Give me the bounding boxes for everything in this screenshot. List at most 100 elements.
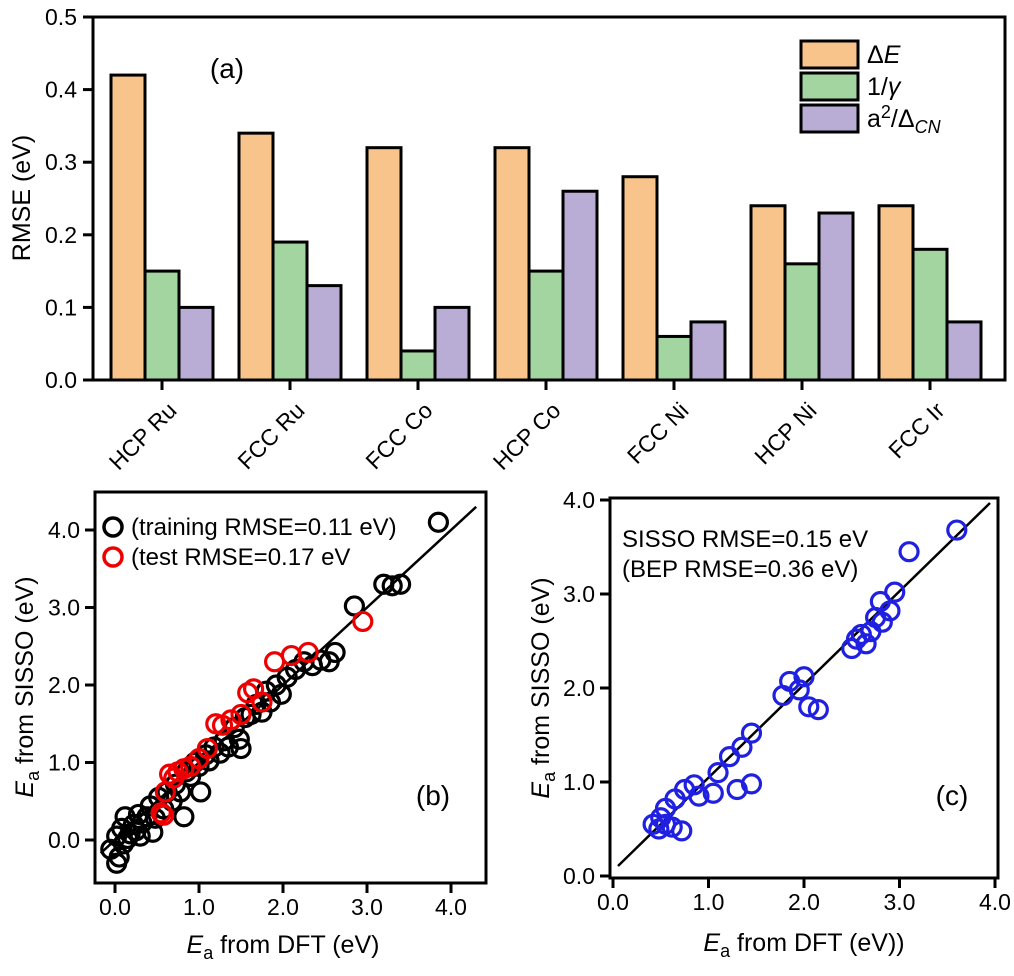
legend-label: a2/ΔCN bbox=[867, 102, 942, 137]
x-category-label: FCC Co bbox=[360, 397, 437, 474]
x-category-label: HCP Ru bbox=[104, 397, 182, 475]
bar-fcc-ru-s2 bbox=[305, 284, 343, 382]
x-tick-label: 1.0 bbox=[693, 889, 725, 915]
bar-fcc-ru-s0 bbox=[237, 131, 275, 382]
bar-fcc-ni-s1 bbox=[655, 334, 693, 382]
bar-hcp-ru-s0 bbox=[109, 73, 147, 382]
scatter-point bbox=[129, 825, 151, 847]
bar-hcp-ru-s1 bbox=[143, 269, 181, 382]
scatter-point bbox=[190, 781, 212, 803]
bar-fcc-ni-s2 bbox=[689, 320, 727, 382]
bar-hcp-co-s0 bbox=[493, 146, 531, 382]
annotation: SISSO RMSE=0.15 eV bbox=[622, 526, 868, 553]
scatter-point bbox=[731, 736, 753, 758]
scatter-point bbox=[153, 804, 175, 826]
scatter-point bbox=[108, 846, 130, 868]
y-tick-label: 0.1 bbox=[45, 294, 77, 320]
y-tick-label: 0.0 bbox=[563, 863, 595, 889]
x-category-label: FCC Ru bbox=[232, 397, 309, 474]
y-tick-label: 1.0 bbox=[563, 769, 595, 795]
scatter-point bbox=[297, 641, 319, 664]
scatter-point bbox=[740, 722, 763, 744]
y-tick-label: 1.0 bbox=[48, 750, 80, 776]
x-category-label: FCC Ir bbox=[883, 397, 950, 464]
panel-b-legend: (training RMSE=0.11 eV) (test RMSE=0.17 e… bbox=[102, 514, 397, 571]
scatter-point bbox=[946, 519, 968, 541]
scatter-point bbox=[798, 696, 820, 718]
panel-c: 0.0 1.0 2.0 3.0 4.0 0.0 1.0 2.0 3.0 4.0 Ea from SI… bbox=[527, 487, 1011, 961]
bar-fcc-co-s0 bbox=[365, 146, 403, 382]
y-axis-title: Ea from SISSO (eV) bbox=[527, 577, 559, 798]
bar-hcp-co-s1 bbox=[527, 269, 565, 382]
y-axis-title: RMSE (eV) bbox=[8, 135, 36, 261]
scatter-point bbox=[230, 703, 252, 726]
scatter-point bbox=[683, 774, 705, 796]
annotation: (BEP RMSE=0.36 eV) bbox=[622, 556, 858, 583]
panel-label-a: (a) bbox=[210, 53, 244, 84]
y-tick-label: 0.0 bbox=[45, 367, 77, 393]
x-tick-label: 4.0 bbox=[979, 889, 1011, 915]
x-category-label: HCP Co bbox=[488, 397, 566, 475]
scatter-point bbox=[427, 511, 449, 533]
x-tick-label: 4.0 bbox=[435, 894, 467, 920]
legend-swatch bbox=[799, 103, 860, 134]
legend-marker bbox=[102, 546, 124, 568]
scatter-point bbox=[793, 666, 815, 688]
bar-hcp-co-s2 bbox=[561, 189, 599, 382]
x-axis-title: Ea from DFT (eV)) bbox=[703, 929, 904, 961]
scatter-point bbox=[343, 595, 365, 617]
scatter-point bbox=[220, 709, 242, 731]
scatter-point bbox=[196, 737, 218, 760]
y-tick-label: 0.4 bbox=[45, 77, 77, 103]
y-tick-label: 0.5 bbox=[45, 4, 77, 30]
scatter-point bbox=[661, 816, 683, 838]
bar-fcc-ni-s0 bbox=[621, 175, 659, 382]
scatter-point bbox=[251, 691, 273, 713]
y-tick-label: 3.0 bbox=[563, 581, 595, 607]
bar-hcp-ni-s0 bbox=[749, 204, 787, 382]
y-tick-label: 0.2 bbox=[45, 222, 77, 248]
scatter-point bbox=[173, 806, 195, 828]
legend-swatch bbox=[799, 39, 860, 70]
scatter-point bbox=[671, 820, 693, 842]
scatter-point bbox=[381, 575, 403, 597]
scatter-point bbox=[352, 610, 374, 633]
y-tick-label: 4.0 bbox=[563, 487, 595, 513]
bar-fcc-co-s1 bbox=[399, 349, 437, 382]
y-axis-title: Ea from SISSO (eV) bbox=[11, 576, 43, 797]
panel-label: (b) bbox=[416, 780, 450, 811]
y-tick-label: 2.0 bbox=[48, 672, 80, 698]
scatter-point bbox=[740, 773, 763, 795]
scatter-point bbox=[807, 699, 829, 721]
scatter-point bbox=[150, 802, 172, 824]
legend: ΔE 1/γa2/ΔCN bbox=[799, 39, 942, 137]
scatter-point bbox=[240, 703, 262, 726]
scatter-point bbox=[324, 641, 346, 664]
scatter-point bbox=[390, 573, 412, 595]
x-category-label: FCC Ni bbox=[622, 397, 694, 469]
y-tick-label: 0.3 bbox=[45, 149, 77, 175]
legend-marker bbox=[102, 516, 124, 538]
legend-swatch bbox=[799, 71, 860, 102]
scatter-point bbox=[188, 755, 210, 777]
scatter-point bbox=[855, 633, 877, 655]
scatter-point bbox=[879, 600, 901, 622]
legend-label: (training RMSE=0.11 eV) bbox=[131, 514, 397, 541]
x-tick-label: 0.0 bbox=[99, 894, 131, 920]
x-tick-label: 3.0 bbox=[884, 889, 916, 915]
bar-fcc-ru-s1 bbox=[271, 240, 309, 382]
y-tick-label: 3.0 bbox=[48, 595, 80, 621]
scatter-point bbox=[688, 785, 710, 807]
panel-b: 0.0 1.0 2.0 3.0 4.0 0.0 1.0 2.0 3.0 4.0 Ea from SI… bbox=[11, 490, 488, 963]
legend-label: ΔE bbox=[867, 41, 901, 69]
panel-a: 0.0 0.1 0.2 0.3 0.4 0.5 RMSE (eV) HCP Ru FCC Ru F… bbox=[8, 4, 1007, 475]
x-tick-label: 1.0 bbox=[183, 894, 215, 920]
bar-hcp-ru-s2 bbox=[177, 305, 215, 382]
scatter-point bbox=[707, 761, 729, 784]
x-tick-label: 2.0 bbox=[267, 894, 299, 920]
bar-fcc-ir-s0 bbox=[877, 204, 915, 382]
scatter-point bbox=[884, 581, 906, 603]
x-tick-label: 0.0 bbox=[597, 889, 629, 915]
bar-fcc-ir-s2 bbox=[945, 320, 983, 382]
